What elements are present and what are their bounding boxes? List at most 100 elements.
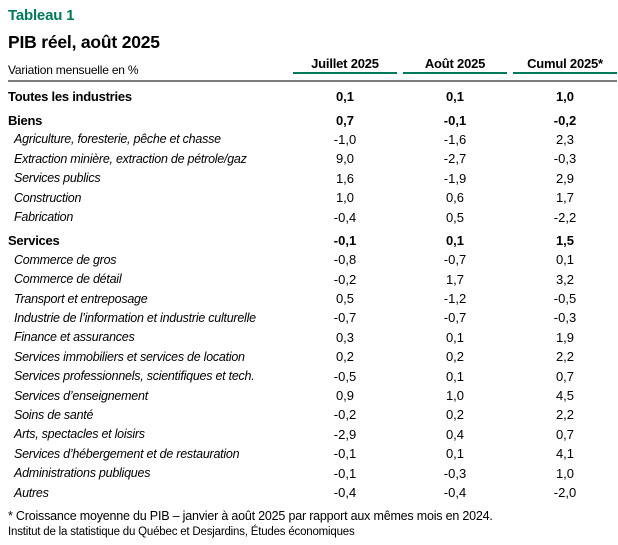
row-label: Extraction minière, extraction de pétrol… <box>14 151 247 166</box>
row-value: 0,7 <box>555 368 575 384</box>
row-label: Fabrication <box>14 210 74 225</box>
row-value: 0,1 <box>445 89 465 105</box>
row-value: -2,7 <box>443 151 467 167</box>
row-label: Biens <box>8 112 43 128</box>
row-value: -0,4 <box>333 485 357 500</box>
row-label: Commerce de détail <box>14 272 122 287</box>
row-value: 0,1 <box>445 446 465 462</box>
row-label: Transport et entreposage <box>14 291 148 306</box>
row-value: -0,7 <box>333 310 357 326</box>
row-label: Commerce de gros <box>14 252 117 267</box>
row-value: 1,7 <box>555 190 575 206</box>
row-label: Arts, spectacles et loisirs <box>14 427 145 442</box>
table-row: Toutes les industries 0,1 0,1 1,0 <box>8 87 617 106</box>
row-axis-label: Variation mensuelle en % <box>8 63 139 77</box>
row-value: 1,0 <box>555 465 575 481</box>
row-value: 0,6 <box>445 190 465 206</box>
row-value: -0,5 <box>333 368 357 384</box>
row-value: 2,3 <box>555 131 575 147</box>
table-row: Fabrication -0,4 0,5 -2,2 <box>8 207 617 226</box>
row-value: 4,1 <box>555 446 575 462</box>
table-row: Finance et assurances 0,3 0,1 1,9 <box>8 328 617 347</box>
row-value: -1,9 <box>443 170 467 186</box>
row-label: Construction <box>14 190 82 205</box>
row-label: Soins de santé <box>14 407 94 422</box>
row-value: 1,6 <box>335 170 355 186</box>
footnote: * Croissance moyenne du PIB – janvier à … <box>8 509 493 524</box>
row-value: 2,2 <box>555 349 575 365</box>
row-value: -0,2 <box>333 271 357 287</box>
row-label: Agriculture, foresterie, pêche et chasse <box>14 132 221 147</box>
row-value: 1,9 <box>555 329 575 345</box>
column-header-cumul-2025: Cumul 2025* <box>513 56 617 74</box>
row-label: Services publics <box>14 171 101 186</box>
row-label: Services professionnels, scientifiques e… <box>14 369 255 384</box>
row-value: 0,1 <box>445 329 465 345</box>
row-value: 9,0 <box>335 151 355 167</box>
row-value: -0,8 <box>333 252 357 268</box>
row-value: -0,7 <box>443 310 467 326</box>
row-label: Toutes les industries <box>8 89 132 105</box>
row-value: -0,1 <box>333 232 357 248</box>
row-value: -0,5 <box>553 291 577 307</box>
row-value: -1,2 <box>443 291 467 307</box>
row-label: Finance et assurances <box>14 330 135 345</box>
row-value: 2,2 <box>555 407 575 423</box>
row-value: -0,4 <box>443 485 467 500</box>
table-row: Services publics 1,6 -1,9 2,9 <box>8 169 617 188</box>
table-row: Commerce de détail -0,2 1,7 3,2 <box>8 270 617 289</box>
row-value: -0,1 <box>443 112 467 128</box>
row-value: -2,9 <box>333 426 357 442</box>
row-value: 0,2 <box>445 349 465 365</box>
row-value: 0,9 <box>335 388 355 404</box>
table-row: Administrations publiques -0,1 -0,3 1,0 <box>8 463 617 482</box>
row-value: 0,3 <box>335 329 355 345</box>
row-value: -0,2 <box>553 112 577 128</box>
row-value: -0,3 <box>553 310 577 326</box>
row-value: 4,5 <box>555 388 575 404</box>
table-row: Services immobiliers et services de loca… <box>8 347 617 366</box>
table-body: Toutes les industries 0,1 0,1 1,0 Biens … <box>8 82 617 502</box>
table-row: Agriculture, foresterie, pêche et chasse… <box>8 130 617 149</box>
table-row: Services professionnels, scientifiques e… <box>8 366 617 385</box>
table-row: Services d’enseignement 0,9 1,0 4,5 <box>8 386 617 405</box>
row-value: 0,2 <box>335 349 355 365</box>
row-value: -0,2 <box>333 407 357 423</box>
table-row: Arts, spectacles et loisirs -2,9 0,4 0,7 <box>8 425 617 444</box>
row-value: 2,9 <box>555 170 575 186</box>
table-row: Commerce de gros -0,8 -0,7 0,1 <box>8 250 617 269</box>
row-value: 0,1 <box>445 232 465 248</box>
row-value: 0,7 <box>555 426 575 442</box>
row-label: Services d’enseignement <box>14 388 148 403</box>
row-label: Administrations publiques <box>14 466 151 481</box>
row-value: 1,7 <box>445 271 465 287</box>
row-value: -0,3 <box>443 465 467 481</box>
row-value: -2,0 <box>553 485 577 500</box>
row-value: -0,1 <box>333 446 357 462</box>
row-label: Services d’hébergement et de restauratio… <box>14 446 240 461</box>
table-row: Extraction minière, extraction de pétrol… <box>8 149 617 168</box>
row-value: 1,0 <box>555 89 575 105</box>
row-label: Services immobiliers et services de loca… <box>14 349 245 364</box>
row-value: -0,3 <box>553 151 577 167</box>
table-row: Biens 0,7 -0,1 -0,2 <box>8 110 617 129</box>
page-title: PIB réel, août 2025 <box>8 32 160 52</box>
table-row: Services d’hébergement et de restauratio… <box>8 444 617 463</box>
table-row: Soins de santé -0,2 0,2 2,2 <box>8 405 617 424</box>
column-header-juillet-2025: Juillet 2025 <box>293 56 397 74</box>
table-row: Transport et entreposage 0,5 -1,2 -0,5 <box>8 289 617 308</box>
row-label: Autres <box>14 485 49 500</box>
row-value: 0,5 <box>445 209 465 225</box>
table-header-row: Variation mensuelle en % Juillet 2025 Ao… <box>8 56 617 82</box>
row-value: 0,2 <box>445 407 465 423</box>
row-value: 3,2 <box>555 271 575 287</box>
table-row: Autres -0,4 -0,4 -2,0 <box>8 483 617 502</box>
row-value: 0,5 <box>335 291 355 307</box>
row-value: 0,7 <box>335 112 355 128</box>
row-value: -1,0 <box>333 131 357 147</box>
row-value: -0,4 <box>333 209 357 225</box>
row-value: -0,7 <box>443 252 467 268</box>
source-note: Institut de la statistique du Québec et … <box>8 526 355 539</box>
row-value: 1,0 <box>445 388 465 404</box>
table-number-title: Tableau 1 <box>8 7 75 24</box>
